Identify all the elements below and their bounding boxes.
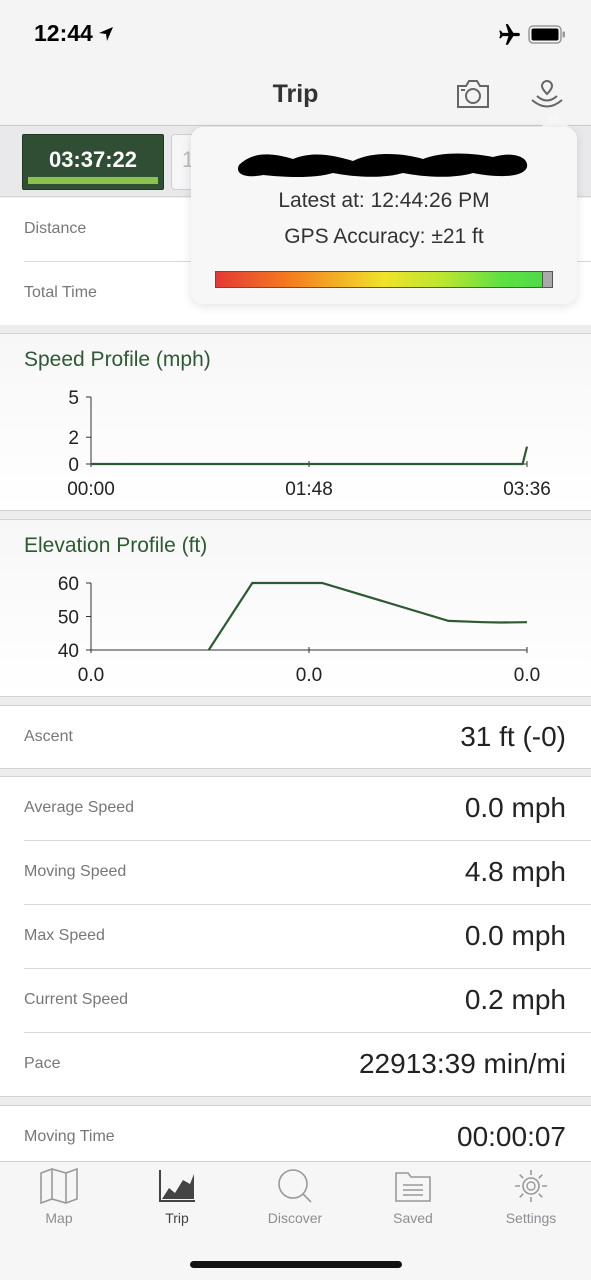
series-line	[91, 446, 529, 466]
redacted-coordinates	[238, 153, 528, 177]
x-tick-label: 01:48	[285, 479, 333, 500]
map-icon	[40, 1168, 78, 1204]
moving-time-card: Moving Time 00:00:07	[0, 1105, 591, 1161]
y-tick-label: 60	[58, 574, 79, 595]
x-tick-label: 03:36	[503, 479, 551, 500]
nav-bar: Trip	[0, 64, 591, 126]
elevation-profile-title: Elevation Profile (ft)	[24, 534, 208, 557]
camera-icon[interactable]	[455, 78, 491, 110]
ascent-value: 31 ft (-0)	[460, 721, 566, 752]
timer-elapsed: 03:37:22	[48, 147, 138, 172]
divider	[24, 840, 591, 841]
moving-speed-label: Moving Speed	[24, 863, 127, 880]
pace-label: Pace	[24, 1055, 61, 1072]
tab-trip[interactable]: Trip	[118, 1168, 236, 1238]
gps-popover: Latest at: 12:44:26 PM GPS Accuracy: ±21…	[191, 127, 577, 304]
list-item: Average Speed 0.0 mph	[0, 777, 591, 841]
tab-discover[interactable]: Discover	[236, 1168, 354, 1238]
location-arrow-icon	[99, 27, 113, 41]
gear-icon	[515, 1170, 547, 1202]
average-speed-value: 0.0 mph	[464, 792, 566, 823]
average-speed-label: Average Speed	[24, 799, 135, 816]
moving-time-label: Moving Time	[24, 1128, 115, 1145]
list-item: Max Speed 0.0 mph	[0, 905, 591, 969]
gps-accuracy: GPS Accuracy: ±21 ft	[284, 225, 484, 248]
speed-profile-card: Speed Profile (mph) 5 2 0 00:00 01:48 03:36	[0, 333, 591, 511]
x-tick-label: 0.0	[78, 665, 104, 686]
status-time: 12:44	[34, 20, 93, 46]
ascent-card: Ascent 31 ft (-0)	[0, 705, 591, 769]
trip-timer-button[interactable]: 03:37:22	[22, 134, 164, 190]
list-item: Distance	[0, 198, 591, 262]
speed-profile-title: Speed Profile (mph)	[24, 348, 211, 371]
max-speed-value: 0.0 mph	[464, 920, 566, 951]
gps-accuracy-bar	[215, 271, 553, 288]
total-time-label: Total Time	[24, 284, 97, 301]
gps-latest-time: Latest at: 12:44:26 PM	[278, 189, 490, 212]
list-item: Ascent 31 ft (-0)	[0, 706, 591, 770]
elevation-profile-card: Elevation Profile (ft) 60 50 40 0.0 0.0 0.0	[0, 519, 591, 697]
tab-label: Trip	[165, 1210, 189, 1226]
tab-label: Settings	[505, 1210, 557, 1226]
list-item: Total Time	[0, 262, 591, 326]
gps-signal-icon[interactable]	[528, 76, 566, 112]
tab-label: Map	[45, 1210, 73, 1226]
tab-settings[interactable]: Settings	[472, 1168, 590, 1238]
folder-icon	[395, 1172, 431, 1202]
ascent-label: Ascent	[24, 728, 73, 745]
x-tick-label: 0.0	[514, 665, 540, 686]
x-tick-label: 0.0	[296, 665, 322, 686]
series-line	[207, 581, 528, 651]
status-bar: 12:44	[0, 0, 591, 64]
gps-accuracy-bar-tail	[542, 272, 552, 287]
divider	[24, 968, 591, 969]
timer-progress-bar	[28, 177, 158, 184]
tab-bar: Map Trip Discover Saved Settings	[0, 1161, 591, 1280]
tab-label: Discover	[267, 1210, 323, 1226]
chart-icon	[159, 1170, 195, 1202]
page-title: Trip	[272, 80, 319, 108]
divider	[24, 1032, 591, 1033]
divider	[24, 904, 591, 905]
x-tick-label: 00:00	[67, 479, 115, 500]
tab-saved[interactable]: Saved	[354, 1168, 472, 1238]
max-speed-label: Max Speed	[24, 927, 105, 944]
current-speed-value: 0.2 mph	[464, 984, 566, 1015]
popover-arrow	[540, 112, 570, 128]
moving-time-value: 00:00:07	[457, 1121, 566, 1152]
list-item: Pace 22913:39 min/mi	[0, 1033, 591, 1097]
battery-icon	[528, 25, 565, 44]
airplane-icon	[499, 24, 520, 45]
y-tick-label: 50	[58, 608, 79, 629]
tab-map[interactable]: Map	[0, 1168, 118, 1238]
list-item: Moving Speed 4.8 mph	[0, 841, 591, 905]
home-indicator	[190, 1261, 402, 1268]
current-speed-label: Current Speed	[24, 991, 129, 1008]
moving-speed-value: 4.8 mph	[464, 856, 566, 887]
search-icon	[278, 1169, 312, 1203]
distance-label: Distance	[24, 220, 87, 237]
y-tick-label: 40	[58, 641, 79, 662]
pace-value: 22913:39 min/mi	[358, 1048, 566, 1079]
y-tick-label: 2	[68, 428, 79, 449]
tab-label: Saved	[393, 1210, 433, 1226]
list-item: Moving Time 00:00:07	[0, 1106, 591, 1170]
list-item: Current Speed 0.2 mph	[0, 969, 591, 1033]
y-tick-label: 0	[68, 455, 79, 476]
y-tick-label: 5	[68, 388, 79, 409]
speed-stats-card: Average Speed 0.0 mph Moving Speed 4.8 m…	[0, 776, 591, 1097]
speed-profile-chart: 5 2 0 00:00 01:48 03:36	[67, 388, 551, 500]
elevation-profile-chart: 60 50 40 0.0 0.0 0.0	[58, 574, 540, 686]
